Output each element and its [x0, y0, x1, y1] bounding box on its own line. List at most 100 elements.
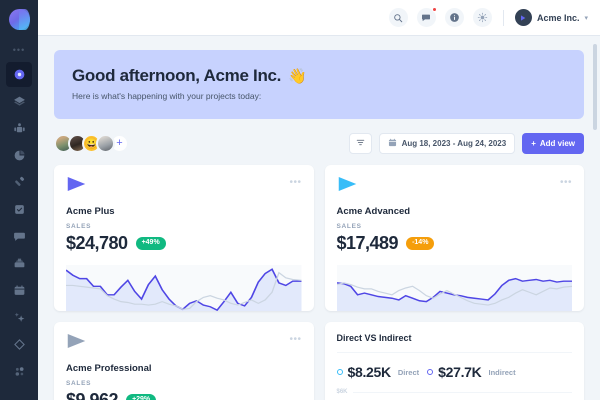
users-icon: [13, 122, 26, 135]
card-header: •••: [337, 176, 573, 197]
sidebar-item-ecommerce[interactable]: [6, 89, 32, 114]
add-view-label: Add view: [539, 139, 575, 148]
card-title: Acme Professional: [66, 363, 152, 374]
app-logo[interactable]: [8, 9, 30, 30]
user-menu[interactable]: Acme Inc. ▾: [514, 9, 588, 26]
sidebar-item-sparkles[interactable]: [6, 305, 32, 330]
card-value: $24,780: [66, 233, 128, 253]
legend-dot-icon: [427, 369, 434, 375]
main-area: Acme Inc. ▾ Good afternoon, Acme Inc. 👋 …: [38, 0, 600, 400]
sidebar-item-inbox[interactable]: [6, 251, 32, 276]
sidebar-item-analytics[interactable]: [6, 143, 32, 168]
status-badge: +49%: [135, 237, 166, 250]
page-title: Good afternoon, Acme Inc. 👋: [72, 66, 566, 86]
acme-advanced-sparkline: [336, 265, 572, 311]
card-title: Acme Plus: [66, 206, 115, 217]
plus-icon: +: [531, 139, 536, 148]
card-metric-label: SALES: [336, 223, 362, 230]
play-arrow-icon: [337, 176, 358, 197]
avatar-group: 😀 +: [54, 134, 129, 153]
top-header: Acme Inc. ▾: [38, 0, 600, 36]
indirect-label: Indirect: [488, 367, 516, 377]
sidebar-item-dashboard[interactable]: [6, 62, 32, 87]
pie-chart-icon: [13, 149, 26, 162]
dashboard-card-grid: ••• Acme Plus SALES $24,780 +49%: [54, 165, 584, 400]
sidebar-item-components[interactable]: [6, 332, 32, 357]
chevron-down-icon: ▾: [584, 14, 588, 22]
waving-hand-icon: 👋: [288, 68, 307, 85]
user-name: Acme Inc.: [536, 12, 580, 23]
card-value-row: $24,780 +49%: [66, 233, 302, 254]
card-acme-plus[interactable]: ••• Acme Plus SALES $24,780 +49%: [54, 165, 314, 311]
y-axis-tick-label: $6K: [336, 389, 348, 395]
filter-icon: [356, 138, 365, 149]
card-title: Direct VS Indirect: [336, 333, 572, 353]
sidebar-item-tasks[interactable]: [6, 197, 32, 222]
welcome-banner: Good afternoon, Acme Inc. 👋 Here is what…: [54, 50, 584, 119]
dashboard-toolbar: 😀 + Aug 18, 2023 - Aug 24, 2023: [54, 133, 584, 154]
avatar-user-4[interactable]: [96, 134, 115, 153]
card-menu-button[interactable]: •••: [289, 334, 302, 345]
card-menu-button[interactable]: •••: [559, 177, 572, 188]
scrollbar-thumb[interactable]: [593, 44, 597, 130]
sidebar-item-utility[interactable]: [6, 359, 32, 384]
header-divider: [502, 9, 504, 26]
play-arrow-icon: [66, 176, 87, 197]
date-range-picker[interactable]: Aug 18, 2023 - Aug 24, 2023: [378, 133, 516, 154]
sidebar: •••: [0, 0, 38, 400]
direct-value: $8.25K: [347, 364, 392, 380]
card-value-row: $17,489 -14%: [337, 233, 573, 254]
card-title: Acme Advanced: [336, 206, 411, 217]
card-metric-label: SALES: [66, 223, 92, 230]
acme-plus-sparkline: [66, 265, 302, 311]
gridline: [352, 391, 572, 393]
indirect-value: $27.7K: [438, 364, 482, 380]
calendar-icon: [13, 284, 26, 297]
status-badge: -14%: [406, 237, 435, 250]
toolbar-actions: Aug 18, 2023 - Aug 24, 2023 + Add view: [348, 133, 584, 154]
notifications-chat-icon[interactable]: [416, 7, 437, 27]
sidebar-item-calendar[interactable]: [6, 278, 32, 303]
info-icon[interactable]: [444, 8, 464, 27]
flashlight-icon: [13, 176, 26, 189]
sidebar-group-divider-top: •••: [12, 45, 26, 55]
banner-subtitle: Here is what's happening with your proje…: [72, 91, 262, 101]
dvi-axis: $6K: [336, 389, 572, 395]
card-metric-label: SALES: [66, 380, 92, 387]
card-header: •••: [66, 176, 302, 197]
notification-badge-dot: [431, 7, 437, 12]
diamond-icon: [13, 338, 26, 351]
inbox-icon: [13, 257, 26, 270]
card-value: $9,962: [66, 390, 119, 400]
avatar: [514, 9, 532, 26]
theme-toggle-icon[interactable]: [472, 8, 492, 27]
card-acme-professional[interactable]: ••• Acme Professional SALES $9,962 +29%: [54, 322, 314, 400]
search-icon[interactable]: [388, 8, 408, 27]
date-range-label: Aug 18, 2023 - Aug 24, 2023: [401, 139, 507, 148]
sparkles-icon: [13, 311, 26, 324]
dvi-legend: $8.25K Direct $27.7K Indirect: [336, 364, 573, 380]
clipboard-check-icon: [13, 203, 26, 216]
card-direct-vs-indirect[interactable]: Direct VS Indirect $8.25K Direct $27.7K …: [324, 322, 584, 400]
card-header: •••: [66, 333, 302, 354]
filter-button[interactable]: [348, 133, 372, 154]
card-value-row: $9,962 +29%: [66, 390, 302, 400]
play-arrow-icon: [66, 333, 87, 354]
card-acme-advanced[interactable]: ••• Acme Advanced SALES $17,489 -14%: [324, 165, 584, 311]
legend-indirect[interactable]: $27.7K Indirect: [427, 364, 516, 380]
vertical-scrollbar[interactable]: [593, 36, 597, 400]
grid-dots-icon: [13, 365, 26, 378]
status-badge: +29%: [126, 394, 157, 400]
calendar-icon: [388, 138, 397, 149]
chat-bubble-icon: [13, 230, 26, 243]
layers-icon: [13, 95, 26, 108]
content-scroll-area[interactable]: Good afternoon, Acme Inc. 👋 Here is what…: [38, 36, 600, 400]
add-view-button[interactable]: + Add view: [522, 133, 584, 154]
greeting-text: Good afternoon, Acme Inc.: [72, 66, 282, 85]
sidebar-item-community[interactable]: [6, 116, 32, 141]
sidebar-item-messages[interactable]: [6, 224, 32, 249]
legend-direct[interactable]: $8.25K Direct: [336, 364, 420, 380]
card-menu-button[interactable]: •••: [289, 177, 302, 188]
direct-label: Direct: [397, 367, 420, 377]
sidebar-item-campaigns[interactable]: [6, 170, 32, 195]
